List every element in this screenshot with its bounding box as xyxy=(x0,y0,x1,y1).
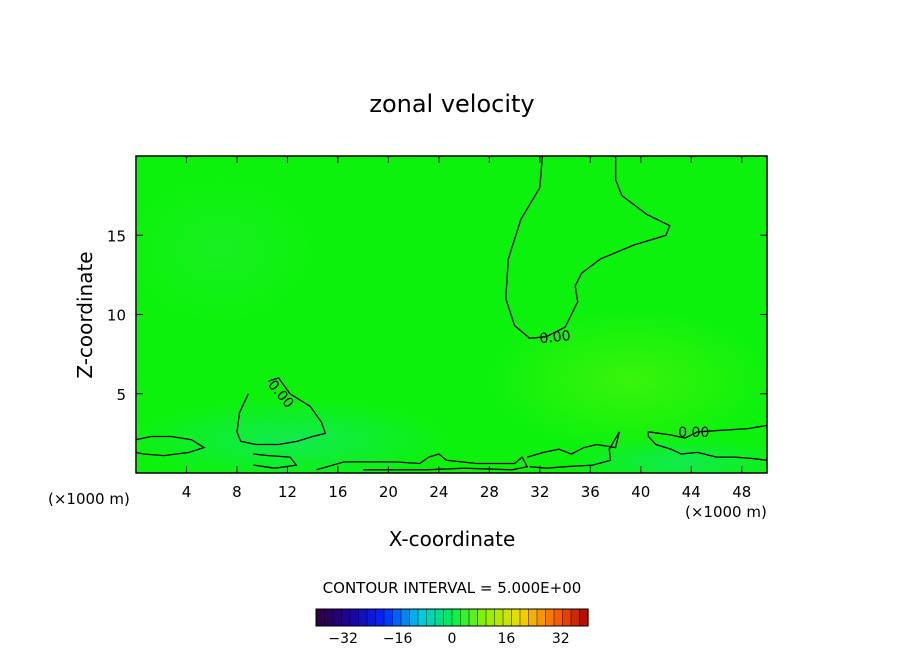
colorbar-swatch xyxy=(426,608,436,627)
field-shading-patch xyxy=(136,180,310,320)
colorbar-swatch xyxy=(443,608,453,627)
colorbar-swatch xyxy=(485,608,496,627)
colorbar-swatch xyxy=(324,608,334,627)
colorbar-swatch xyxy=(341,608,351,627)
x-tick-label: 48 xyxy=(732,483,751,501)
colorbar-tick-labels: −32 −16 0 16 32 xyxy=(328,631,569,647)
colorbar-swatch xyxy=(519,608,530,627)
colorbar-swatch xyxy=(536,608,547,627)
x-axis-label: X-coordinate xyxy=(389,527,516,551)
colorbar-swatch xyxy=(392,608,402,627)
field-shading xyxy=(136,180,767,473)
chart-title: zonal velocity xyxy=(369,90,534,118)
colorbar-tick-label: 32 xyxy=(552,631,570,647)
y-tick-label: 15 xyxy=(107,227,126,245)
colorbar-swatch xyxy=(375,608,385,627)
x-tick-label: 32 xyxy=(530,483,549,501)
colorbar-swatch xyxy=(451,608,462,627)
colorbar-swatch xyxy=(477,608,487,627)
colorbar-tick-label: −32 xyxy=(328,631,358,647)
colorbar-swatch xyxy=(383,608,394,627)
colorbar-swatch xyxy=(579,608,589,627)
x-tick-label: 20 xyxy=(379,483,398,501)
colorbar-swatch xyxy=(460,608,470,627)
colorbar-swatch xyxy=(570,608,581,627)
y-tick-label: 5 xyxy=(116,386,126,404)
colorbar-swatch xyxy=(502,608,513,627)
x-tick-label: 36 xyxy=(581,483,600,501)
contour-label: 0.00 xyxy=(539,328,572,347)
contour-line-zero xyxy=(236,377,327,446)
colorbar-tick-label: 16 xyxy=(497,631,515,647)
x-tick-label: 16 xyxy=(328,483,347,501)
colorbar-swatch xyxy=(315,608,326,627)
field-shading-patch xyxy=(490,310,767,450)
colorbar-swatch xyxy=(332,608,343,627)
y-tick-label: 10 xyxy=(107,307,126,325)
colorbar-swatch xyxy=(409,608,419,627)
contour-line-zero xyxy=(527,431,620,469)
colorbar-swatch xyxy=(468,608,479,627)
colorbar-swatch xyxy=(434,608,445,627)
colorbar-swatch xyxy=(366,608,377,627)
colorbar-swatch xyxy=(417,608,428,627)
colorbar-swatch xyxy=(358,608,368,627)
colorbar-swatch xyxy=(349,608,360,627)
x-tick-label: 12 xyxy=(278,483,297,501)
contour-line-zero xyxy=(136,435,206,457)
y-axis-ticks: 5 10 15 xyxy=(107,227,767,404)
x-axis-ticks: 4 8 12 16 20 24 28 32 36 40 44 48 xyxy=(182,156,751,501)
colorbar xyxy=(315,608,589,627)
contour-line-zero xyxy=(316,453,529,471)
y-axis-label: Z-coordinate xyxy=(73,251,97,378)
colorbar-swatch xyxy=(553,608,564,627)
field-shading-patch xyxy=(136,400,450,473)
x-tick-label: 28 xyxy=(480,483,499,501)
contour-line-zero xyxy=(505,156,671,339)
colorbar-frame xyxy=(315,608,589,627)
x-tick-label: 40 xyxy=(631,483,650,501)
contour-line-zero xyxy=(647,424,767,461)
colorbar-swatch xyxy=(562,608,572,627)
colorbar-swatch xyxy=(494,608,504,627)
field-shading-patch xyxy=(570,437,767,473)
colorbar-swatch xyxy=(528,608,538,627)
colorbar-tick-label: 0 xyxy=(448,631,457,647)
x-tick-label: 24 xyxy=(429,483,448,501)
contour-label: 0.00 xyxy=(678,425,709,441)
zero-contours xyxy=(136,156,767,471)
colorbar-tick-label: −16 xyxy=(383,631,413,647)
colorbar-swatch xyxy=(545,608,555,627)
colorbar-swatch xyxy=(511,608,521,627)
x-tick-label: 8 xyxy=(232,483,242,501)
x-tick-label: 44 xyxy=(682,483,701,501)
x-unit-right: (×1000 m) xyxy=(685,503,767,521)
colorbar-swatch xyxy=(400,608,411,627)
x-tick-label: 4 xyxy=(182,483,192,501)
contour-interval-text: CONTOUR INTERVAL = 5.000E+00 xyxy=(323,579,582,597)
contour-line-zero xyxy=(253,453,298,469)
plot-area: 0.000.000.00 xyxy=(135,155,768,474)
x-unit-left: (×1000 m) xyxy=(48,490,130,508)
